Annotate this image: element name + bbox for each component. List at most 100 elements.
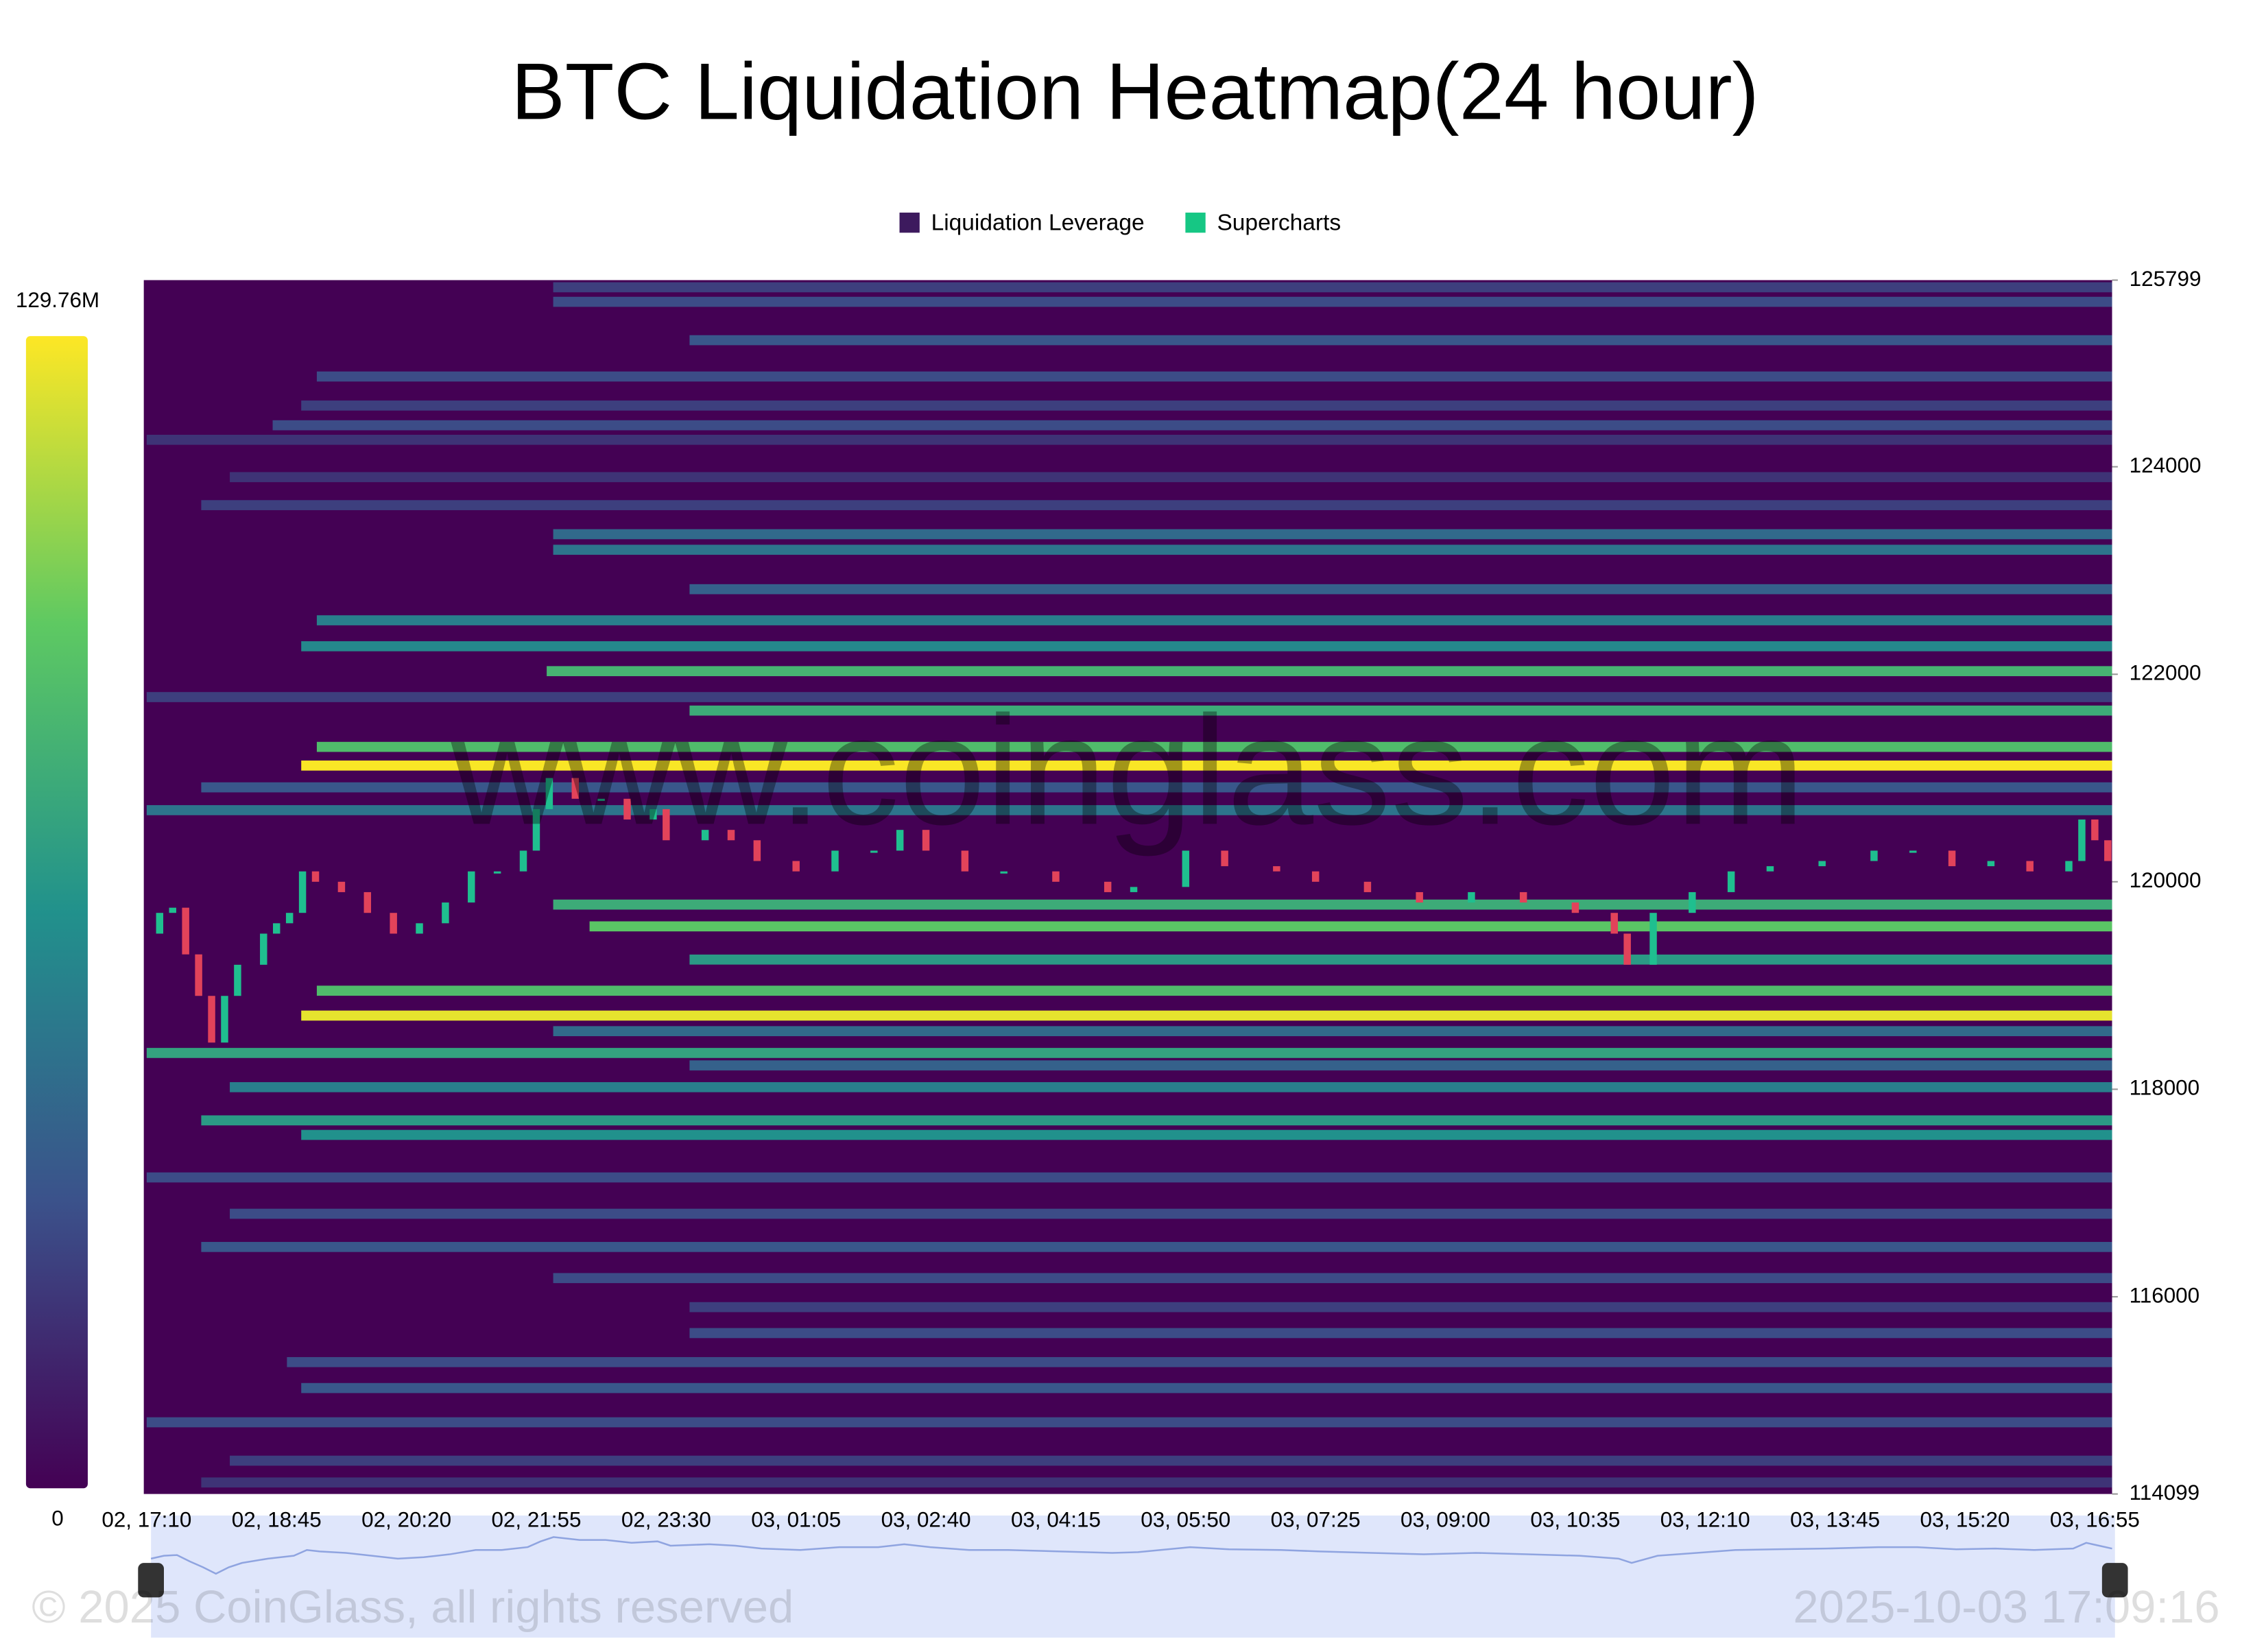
candle (701, 830, 709, 841)
candle (182, 907, 189, 955)
candle (442, 902, 449, 924)
candle (298, 871, 307, 913)
candle (2026, 861, 2034, 872)
colorbar-label: 0 (51, 1507, 63, 1531)
x-tick-label: 03, 10:35 (1530, 1508, 1620, 1532)
candle (545, 778, 553, 809)
candle (208, 996, 215, 1043)
x-tick-label: 03, 15:20 (1920, 1508, 2010, 1532)
navigator-handle[interactable] (138, 1563, 164, 1598)
candle (1052, 871, 1060, 882)
liquidation-band (547, 666, 2112, 677)
liquidation-band (553, 544, 2112, 555)
liquidation-band (553, 1273, 2112, 1284)
liquidation-band (689, 335, 2112, 346)
candle (870, 850, 878, 853)
candle (156, 913, 164, 934)
liquidation-band (689, 1060, 2112, 1070)
x-tick-label: 02, 20:20 (361, 1508, 451, 1532)
liquidation-band (689, 1328, 2112, 1339)
liquidation-band (146, 434, 2112, 445)
liquidation-band (230, 1082, 2112, 1092)
liquidation-band (689, 954, 2112, 965)
candle (1519, 891, 1527, 903)
navigator[interactable] (151, 1515, 2115, 1638)
legend-label[interactable]: Liquidation Leverage (931, 211, 1145, 236)
candle (753, 840, 761, 861)
candle (2065, 861, 2073, 872)
candle (1363, 881, 1372, 892)
candle (663, 809, 670, 841)
x-tick-label: 02, 18:45 (232, 1508, 322, 1532)
liquidation-band (689, 584, 2112, 595)
x-tick-label: 03, 02:40 (881, 1508, 971, 1532)
liquidation-band (301, 641, 2112, 651)
liquidation-band (301, 1010, 2112, 1021)
candle (1870, 850, 1878, 861)
liquidation-band (146, 1172, 2112, 1183)
y-tick-label: 124000 (2130, 453, 2202, 477)
candle (1130, 887, 1138, 892)
liquidation-band (316, 741, 2112, 752)
candle (311, 871, 320, 882)
y-tick-label: 122000 (2130, 661, 2202, 685)
x-tick-label: 03, 07:25 (1271, 1508, 1361, 1532)
navigator-handle[interactable] (2101, 1563, 2128, 1598)
liquidation-band (553, 899, 2112, 910)
liquidation-band (316, 371, 2112, 382)
candle (1571, 902, 1580, 913)
legend-label[interactable]: Supercharts (1217, 211, 1341, 236)
candle (390, 913, 397, 934)
liquidation-band (689, 705, 2112, 716)
candle (532, 809, 540, 851)
liquidation-band (553, 1026, 2112, 1037)
liquidation-band (553, 529, 2112, 540)
candle (831, 850, 839, 872)
x-tick-label: 03, 05:50 (1141, 1508, 1230, 1532)
liquidation-band (301, 1129, 2112, 1140)
candle (363, 891, 372, 913)
x-tick-label: 03, 09:00 (1400, 1508, 1490, 1532)
x-tick-label: 02, 23:30 (621, 1508, 711, 1532)
liquidation-band (146, 805, 2112, 815)
candle (1987, 861, 1995, 867)
candle (1182, 850, 1190, 887)
liquidation-band (287, 1356, 2112, 1367)
liquidation-band (146, 1417, 2112, 1428)
candle (1623, 933, 1631, 965)
liquidation-band (146, 692, 2112, 702)
candle (195, 954, 202, 996)
y-tick-label: 125799 (2130, 267, 2202, 291)
x-tick-label: 03, 04:15 (1011, 1508, 1101, 1532)
liquidation-band (689, 1302, 2112, 1313)
y-tick-label: 120000 (2130, 868, 2202, 892)
watermark: www.coinglass.com (451, 683, 1805, 857)
candle (571, 778, 580, 799)
candle (1948, 850, 1956, 867)
liquidation-band (301, 400, 2112, 411)
candle (272, 923, 281, 934)
liquidation-band (589, 921, 2112, 932)
x-tick-label: 03, 16:55 (2050, 1508, 2140, 1532)
candle (260, 933, 267, 965)
candle (2091, 819, 2099, 841)
liquidation-band (230, 1208, 2112, 1219)
candle (234, 964, 241, 996)
y-tick-label: 114099 (2130, 1481, 2200, 1505)
y-tick-label: 116000 (2130, 1283, 2200, 1307)
x-tick-label: 03, 01:05 (751, 1508, 841, 1532)
liquidation-band (230, 472, 2112, 483)
x-tick-label: 03, 12:10 (1660, 1508, 1750, 1532)
y-tick-label: 118000 (2130, 1076, 2200, 1100)
liquidation-band (553, 296, 2112, 307)
candle (468, 871, 475, 903)
candle (1766, 866, 1774, 872)
liquidation-band (201, 500, 2112, 510)
legend-swatch (1185, 213, 1206, 233)
x-tick-label: 02, 21:55 (491, 1508, 581, 1532)
liquidation-band (301, 1382, 2112, 1393)
liquidation-band (201, 1477, 2112, 1488)
colorbar (25, 336, 88, 1489)
candle (1273, 866, 1280, 872)
